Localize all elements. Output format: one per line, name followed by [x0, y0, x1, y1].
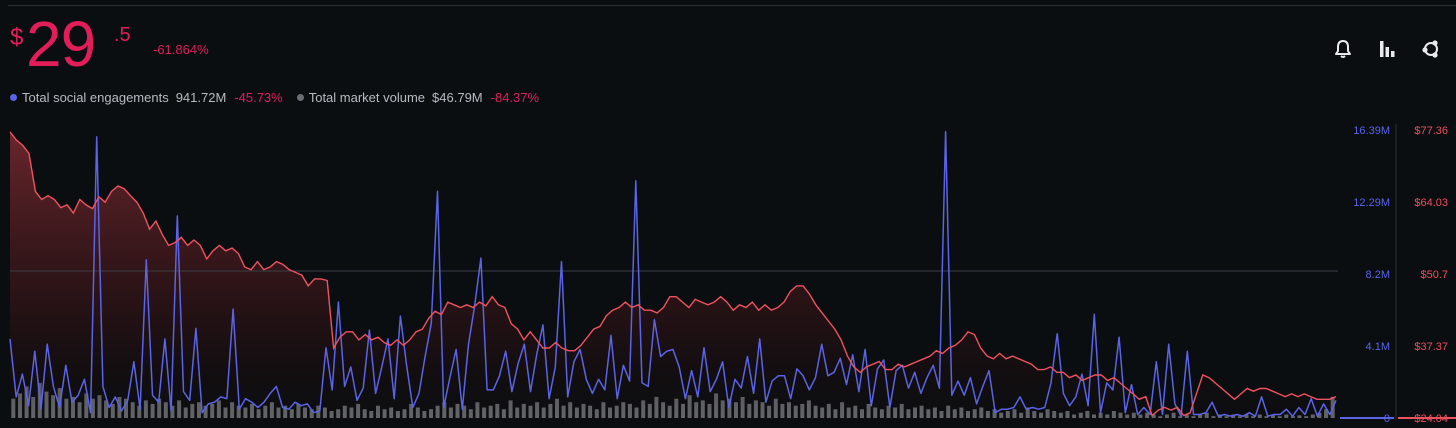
price-axis-tick: $37.37: [1414, 341, 1448, 353]
legend-social-dot: [10, 94, 17, 101]
price-area: [10, 131, 1336, 418]
legend-volume-value: $46.79M: [432, 90, 483, 105]
legend-social-label: Total social engagements: [22, 90, 169, 105]
price-axis-tick: $24.04: [1414, 413, 1448, 425]
bar-chart-icon: [1380, 41, 1395, 57]
legend-volume-label: Total market volume: [308, 90, 426, 105]
legend-social-change: -45.73%: [234, 90, 283, 105]
chart-toolbar: [1332, 38, 1442, 60]
social-axis-tick: 0: [1384, 413, 1390, 425]
price-change: -61.864%: [153, 42, 209, 57]
social-engagements-line: [9, 130, 1337, 417]
legend-item-social[interactable]: Total social engagements 941.72M -45.73%: [10, 90, 283, 105]
social-axis-tick: 8.2M: [1366, 269, 1390, 281]
price-axis-tick: $77.36: [1414, 125, 1448, 137]
social-axis-tick: 12.29M: [1353, 197, 1390, 209]
chart-type-button[interactable]: [1376, 38, 1398, 60]
price-line: [9, 131, 1337, 417]
price-decimal: .5: [114, 24, 131, 46]
price-axis-tick: $50.7: [1420, 269, 1448, 281]
share-icon: [1422, 40, 1438, 58]
share-button[interactable]: [1420, 38, 1442, 60]
legend-volume-change: -84.37%: [490, 90, 540, 105]
price-integer: 29: [26, 8, 96, 80]
bell-icon: [1335, 40, 1351, 58]
social-axis-tick: 4.1M: [1366, 341, 1390, 353]
legend: Total social engagements 941.72M -45.73%…: [10, 90, 553, 105]
price-axis-tick: $64.03: [1414, 197, 1448, 209]
price-currency: $: [10, 24, 24, 51]
legend-volume-dot: [296, 94, 304, 101]
top-divider: [8, 5, 1456, 6]
legend-item-volume[interactable]: Total market volume $46.79M -84.37%: [296, 90, 540, 105]
alert-button[interactable]: [1332, 38, 1354, 60]
legend-social-value: 941.72M: [175, 90, 227, 105]
social-axis-tick: 16.39M: [1353, 125, 1390, 137]
